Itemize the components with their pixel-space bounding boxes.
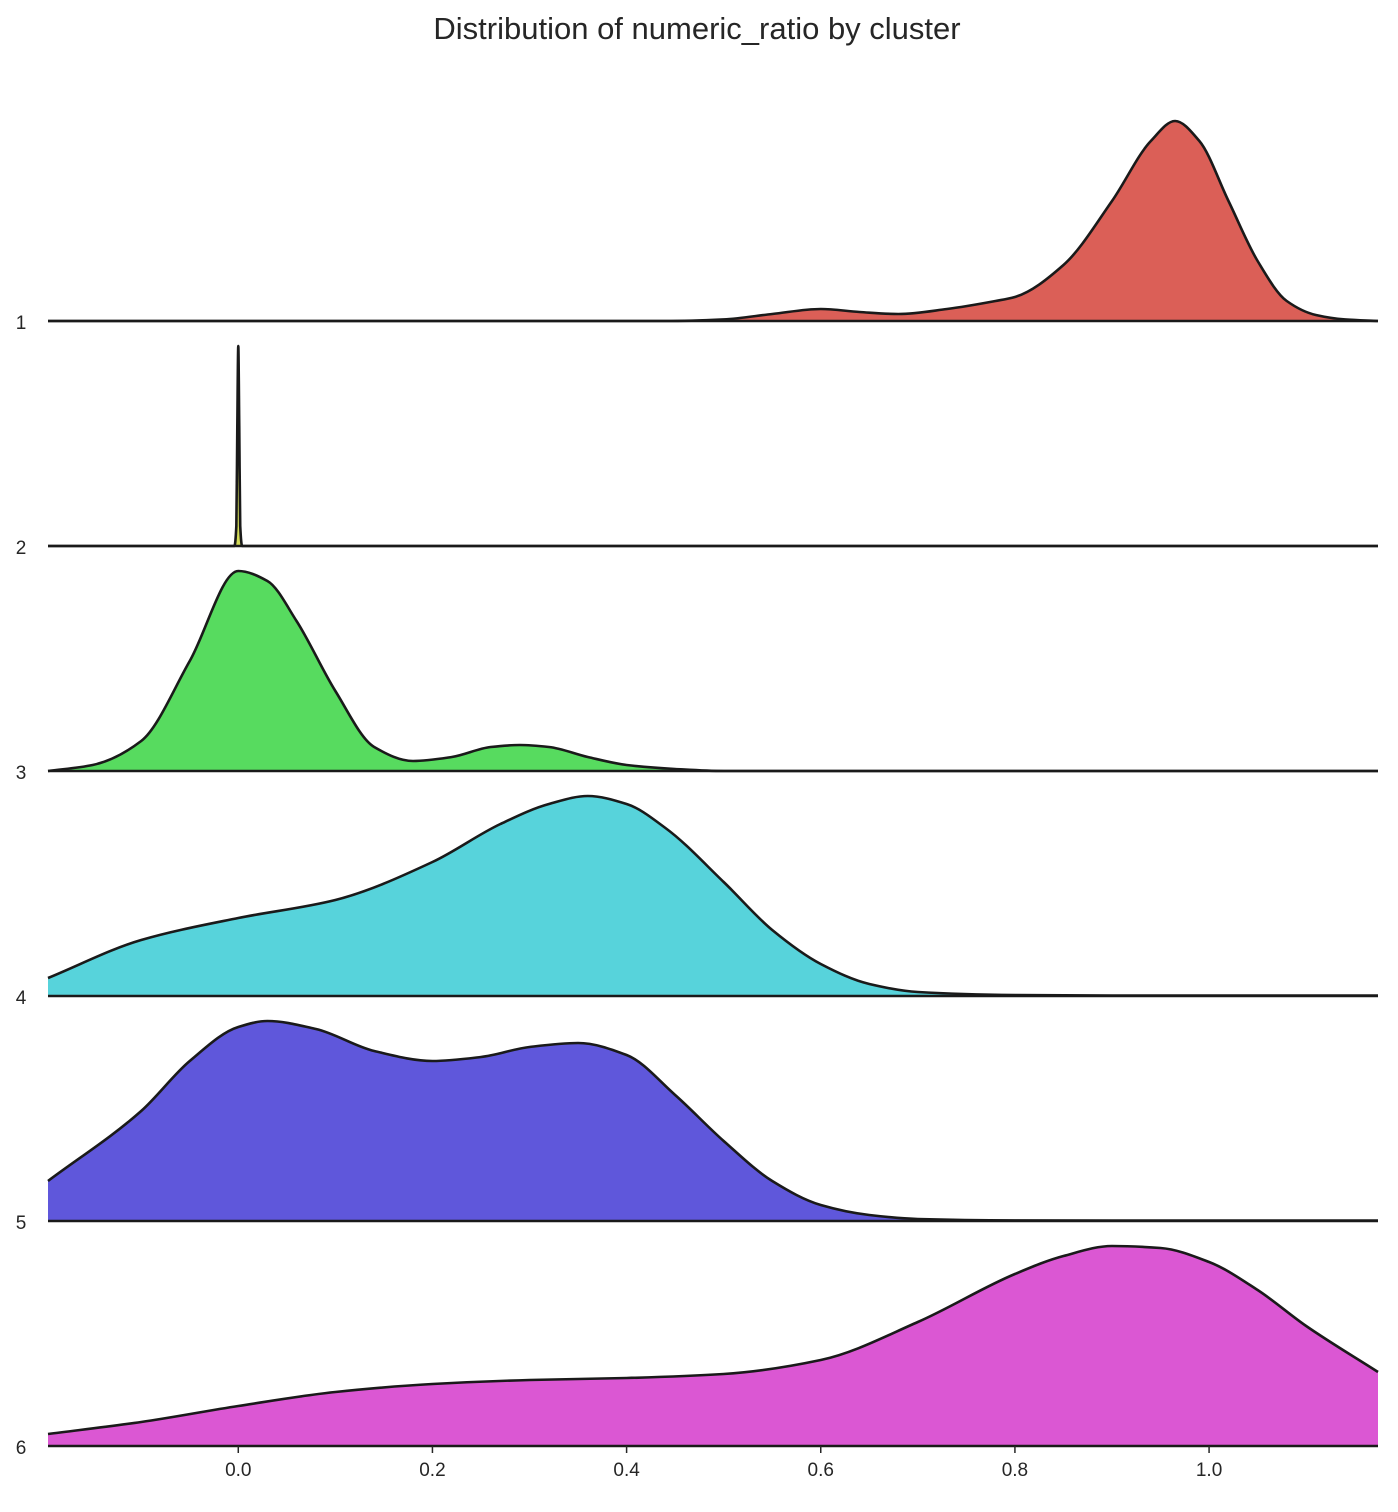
x-axis: 0.0 0.2 0.4 0.6 0.8 1.0	[225, 1446, 1222, 1481]
ridge-area-3	[48, 571, 1378, 771]
ridge-1: 1	[16, 119, 1379, 334]
cluster-label-6: 6	[16, 1438, 27, 1459]
ridge-area-6	[48, 1246, 1378, 1446]
ridge-area-2	[48, 346, 1378, 546]
x-tick-label: 0.4	[613, 1460, 640, 1481]
cluster-label-2: 2	[16, 538, 27, 559]
chart-title: Distribution of numeric_ratio by cluster	[433, 11, 960, 46]
ridge-area-1	[48, 121, 1378, 321]
ridge-2: 2	[16, 344, 1378, 559]
cluster-label-5: 5	[16, 1213, 27, 1234]
x-tick-label: 1.0	[1196, 1460, 1222, 1481]
ridge-outline-6	[47, 1244, 1379, 1436]
x-tick-label: 0.8	[1002, 1460, 1028, 1481]
ridge-6: 6	[16, 1244, 1379, 1459]
ridge-area-4	[48, 796, 1378, 996]
cluster-label-3: 3	[16, 763, 27, 784]
ridge-4: 4	[16, 794, 1378, 1009]
cluster-label-4: 4	[16, 988, 27, 1009]
ridges: 1 2 3 4 5 6	[16, 119, 1379, 1459]
ridge-outline-2	[48, 344, 1378, 548]
x-tick-label: 0.0	[225, 1460, 251, 1481]
x-tick-label: 0.6	[808, 1460, 834, 1481]
ridge-area-5	[48, 1021, 1378, 1221]
ridge-3: 3	[16, 569, 1378, 784]
x-tick-label: 0.2	[419, 1460, 445, 1481]
cluster-label-1: 1	[16, 313, 27, 334]
ridge-5: 5	[16, 1019, 1378, 1234]
